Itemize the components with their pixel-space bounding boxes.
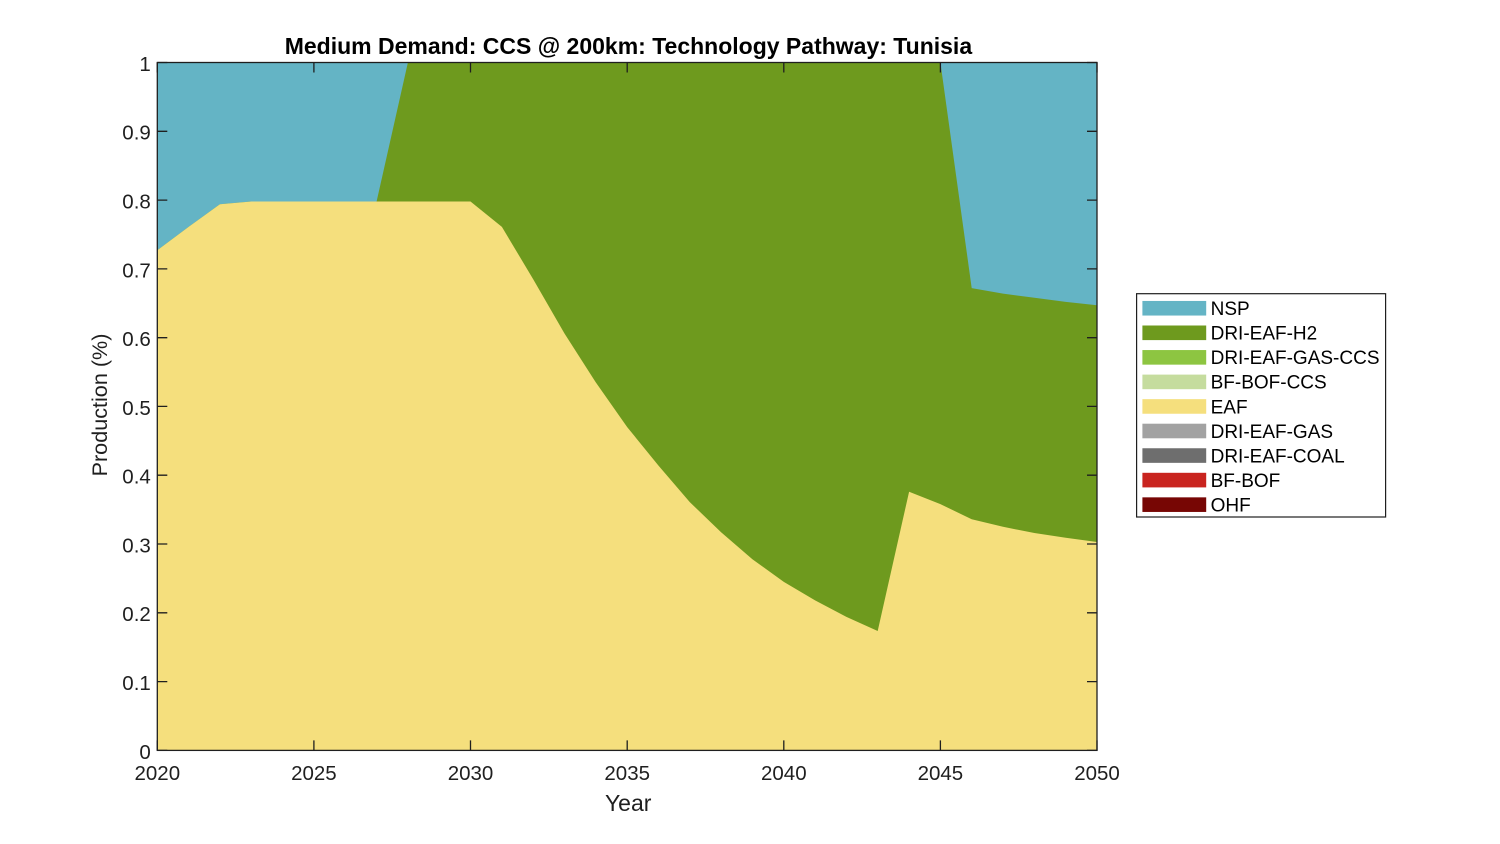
- svg-text:EAF: EAF: [1211, 397, 1248, 418]
- svg-text:DRI-EAF-COAL: DRI-EAF-COAL: [1211, 446, 1345, 467]
- svg-text:2050: 2050: [1074, 762, 1120, 785]
- svg-text:Production (%): Production (%): [87, 334, 112, 477]
- svg-text:NSP: NSP: [1211, 299, 1250, 320]
- svg-text:0.6: 0.6: [122, 328, 151, 351]
- svg-text:0.3: 0.3: [122, 534, 151, 557]
- svg-text:2035: 2035: [604, 762, 650, 785]
- svg-text:2025: 2025: [291, 762, 337, 785]
- svg-text:DRI-EAF-GAS-CCS: DRI-EAF-GAS-CCS: [1211, 348, 1380, 369]
- svg-text:DRI-EAF-GAS: DRI-EAF-GAS: [1211, 422, 1333, 443]
- svg-text:BF-BOF-CCS: BF-BOF-CCS: [1211, 373, 1327, 394]
- svg-text:2040: 2040: [761, 762, 807, 785]
- svg-text:0: 0: [139, 741, 150, 764]
- svg-text:0.8: 0.8: [122, 191, 151, 214]
- svg-text:0.4: 0.4: [122, 466, 151, 489]
- svg-text:Year: Year: [605, 790, 652, 816]
- svg-text:Medium Demand: CCS @ 200km: Te: Medium Demand: CCS @ 200km: Technology P…: [285, 33, 973, 59]
- svg-text:0.9: 0.9: [122, 122, 151, 145]
- svg-text:1: 1: [139, 53, 150, 76]
- svg-text:0.2: 0.2: [122, 603, 151, 626]
- svg-text:2030: 2030: [448, 762, 494, 785]
- svg-text:0.5: 0.5: [122, 397, 151, 420]
- svg-text:2045: 2045: [918, 762, 964, 785]
- svg-text:0.7: 0.7: [122, 259, 151, 282]
- svg-text:2020: 2020: [134, 762, 180, 785]
- svg-text:BF-BOF: BF-BOF: [1211, 471, 1281, 492]
- svg-text:OHF: OHF: [1211, 495, 1251, 516]
- svg-text:0.1: 0.1: [122, 672, 151, 695]
- svg-text:DRI-EAF-H2: DRI-EAF-H2: [1211, 324, 1318, 345]
